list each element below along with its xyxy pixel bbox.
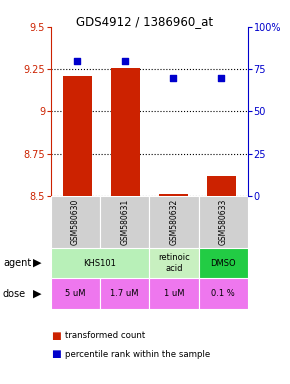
- Text: 5 uM: 5 uM: [65, 289, 86, 298]
- Text: GDS4912 / 1386960_at: GDS4912 / 1386960_at: [77, 15, 213, 28]
- Bar: [63, 76, 92, 196]
- Bar: [159, 194, 188, 196]
- Text: ■: ■: [51, 331, 61, 341]
- Bar: [149, 196, 199, 248]
- Text: GSM580631: GSM580631: [120, 199, 129, 245]
- Text: GSM580633: GSM580633: [219, 199, 228, 245]
- Text: transformed count: transformed count: [65, 331, 146, 341]
- Bar: [207, 175, 236, 196]
- Text: dose: dose: [3, 289, 26, 299]
- Text: 1 uM: 1 uM: [164, 289, 184, 298]
- Text: ■: ■: [51, 349, 61, 359]
- Text: DMSO: DMSO: [211, 258, 236, 268]
- Point: [75, 58, 79, 64]
- Text: ▶: ▶: [33, 289, 42, 299]
- Text: GSM580630: GSM580630: [71, 199, 80, 245]
- Text: KHS101: KHS101: [84, 258, 117, 268]
- Text: ▶: ▶: [33, 258, 42, 268]
- Bar: [149, 248, 199, 278]
- Bar: [111, 68, 140, 196]
- Bar: [199, 278, 248, 309]
- Text: 0.1 %: 0.1 %: [211, 289, 235, 298]
- Point: [171, 74, 176, 81]
- Text: GSM580632: GSM580632: [169, 199, 179, 245]
- Bar: [199, 196, 248, 248]
- Text: agent: agent: [3, 258, 31, 268]
- Point: [219, 74, 224, 81]
- Bar: [149, 278, 199, 309]
- Text: 1.7 uM: 1.7 uM: [110, 289, 139, 298]
- Point: [123, 58, 128, 64]
- Bar: [51, 278, 100, 309]
- Bar: [100, 196, 149, 248]
- Bar: [51, 248, 149, 278]
- Text: percentile rank within the sample: percentile rank within the sample: [65, 349, 211, 359]
- Text: retinoic
acid: retinoic acid: [158, 253, 190, 273]
- Bar: [51, 196, 100, 248]
- Bar: [100, 278, 149, 309]
- Bar: [199, 248, 248, 278]
